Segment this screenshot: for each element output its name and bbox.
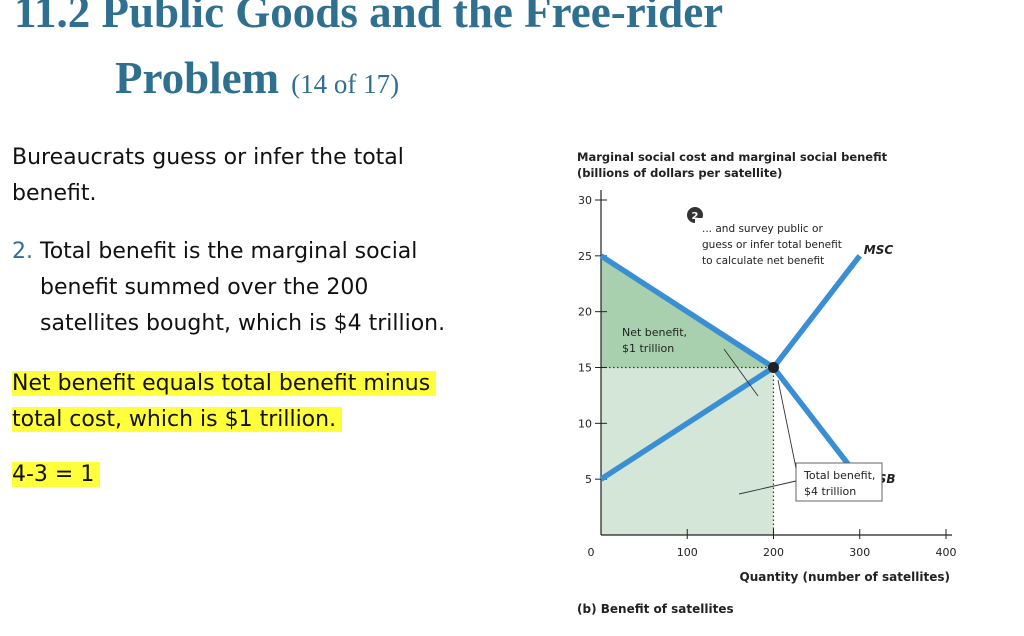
total-benefit-paragraph: 2. Total benefit is the marginal social … xyxy=(12,234,492,342)
x-tick-label: 0 xyxy=(588,546,595,559)
y-tick-label: 15 xyxy=(578,362,592,375)
total-benefit-label-line1: Total benefit, xyxy=(803,469,875,482)
total-benefit-label-line2: $4 trillion xyxy=(804,485,856,498)
highlight-line2: total cost, which is $1 trillion. xyxy=(12,407,343,432)
note-line2: guess or infer total benefit xyxy=(702,239,842,251)
y-tick-label: 20 xyxy=(578,306,592,319)
x-axis-title: Quantity (number of satellites) xyxy=(740,570,950,584)
total-benefit-box xyxy=(795,462,883,502)
slide-title-line2: Problem (14 of 17) xyxy=(115,52,399,110)
msc-label: MSC xyxy=(864,243,894,257)
bureaucrats-paragraph: Bureaucrats guess or infer the total ben… xyxy=(12,145,404,206)
net-benefit-label-line1: Net benefit, xyxy=(622,326,687,339)
x-tick-label: 400 xyxy=(936,546,957,559)
note-line1: ... and survey public or xyxy=(702,223,823,235)
y-tick-label: 5 xyxy=(585,473,592,486)
x-tick-label: 300 xyxy=(849,546,870,559)
x-tick-label: 200 xyxy=(763,546,784,559)
net-benefit-leader xyxy=(723,348,759,397)
chart-caption: (b) Benefit of satellites xyxy=(577,602,734,616)
list-text-line2: benefit summed over the 200 xyxy=(40,275,369,300)
y-axis-title-line2: (billions of dollars per satellite) xyxy=(577,166,782,180)
y-tick-label: 30 xyxy=(578,194,592,207)
calculation-text: 4-3 = 1 xyxy=(12,462,101,487)
net-benefit-label-line2: $1 trillion xyxy=(622,342,674,355)
y-tick-label: 25 xyxy=(578,250,592,263)
equilibrium-point xyxy=(768,362,779,373)
total-benefit-leader xyxy=(738,480,797,495)
y-tick-label: 10 xyxy=(578,417,592,430)
list-number: 2. xyxy=(12,239,33,264)
calculation: 4-3 = 1 xyxy=(12,457,101,493)
plot-area: 510152025300100200300400MSCMSB2... and s… xyxy=(578,190,957,559)
slide-number: (14 of 17) xyxy=(291,69,400,99)
note-line3: to calculate net benefit xyxy=(702,255,824,267)
slide-title-word: Problem xyxy=(115,53,280,103)
slide-title-line1: 11.2 Public Goods and the Free-rider xyxy=(14,0,724,37)
total-benefit-leader xyxy=(777,379,797,469)
note-box xyxy=(695,218,838,270)
step-badge-label: 2 xyxy=(692,211,699,222)
net-benefit-paragraph: Net benefit equals total benefit minus t… xyxy=(12,366,437,438)
x-tick-label: 100 xyxy=(677,546,698,559)
list-text-line1: Total benefit is the marginal social xyxy=(40,239,418,264)
highlight-line1: Net benefit equals total benefit minus xyxy=(12,371,437,396)
y-axis-title-line1: Marginal social cost and marginal social… xyxy=(577,150,888,164)
list-text-line3: satellites bought, which is $4 trillion. xyxy=(40,311,446,336)
